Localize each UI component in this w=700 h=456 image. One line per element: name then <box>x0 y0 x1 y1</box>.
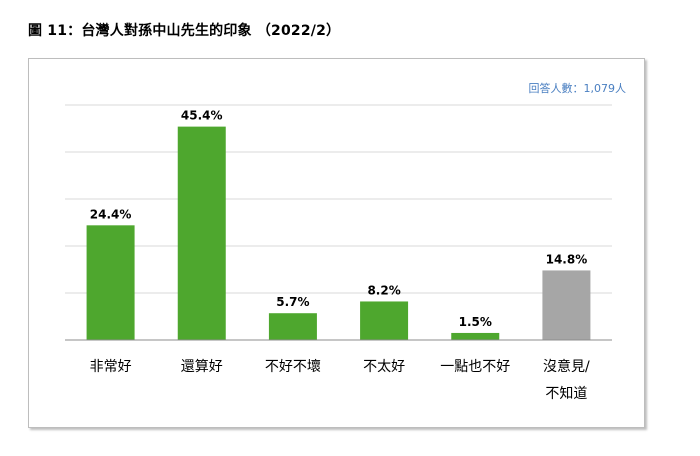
category-label: 沒意見/不知道 <box>543 358 590 402</box>
gridlines <box>65 104 612 294</box>
bar <box>360 301 409 340</box>
category-labels: 非常好 還算好 不好不壞 不太好 一點也不好 沒意見/不知道 <box>90 358 590 402</box>
category-label: 不太好 <box>363 359 405 375</box>
chart-frame: 回答人數：1,079人 24.4% 45.4% 5.7% 8.2% 1.5% 14.8% … <box>28 58 645 428</box>
bar <box>268 313 317 340</box>
bar <box>177 126 226 341</box>
data-label: 5.7% <box>276 295 309 309</box>
category-label: 非常好 <box>90 359 132 375</box>
data-label: 24.4% <box>90 207 132 221</box>
respondents-count-note: 回答人數：1,079人 <box>528 82 627 95</box>
category-label: 不好不壞 <box>265 359 321 375</box>
value-labels: 24.4% 45.4% 5.7% 8.2% 1.5% 14.8% <box>90 109 587 329</box>
bar <box>451 332 500 340</box>
data-label: 14.8% <box>546 252 588 266</box>
figure-title: 圖 11：台灣人對孫中山先生的印象 （2022/2） <box>28 23 341 39</box>
bar <box>542 270 591 340</box>
category-label: 還算好 <box>181 359 223 375</box>
category-label: 一點也不好 <box>440 359 510 375</box>
bar <box>86 225 135 340</box>
bars <box>86 126 591 341</box>
data-label: 1.5% <box>459 315 492 329</box>
data-label: 45.4% <box>181 109 223 123</box>
data-label: 8.2% <box>367 283 400 297</box>
bar-chart: 24.4% 45.4% 5.7% 8.2% 1.5% 14.8% 非常好 還算好 不好不壞 不太… <box>65 104 612 402</box>
